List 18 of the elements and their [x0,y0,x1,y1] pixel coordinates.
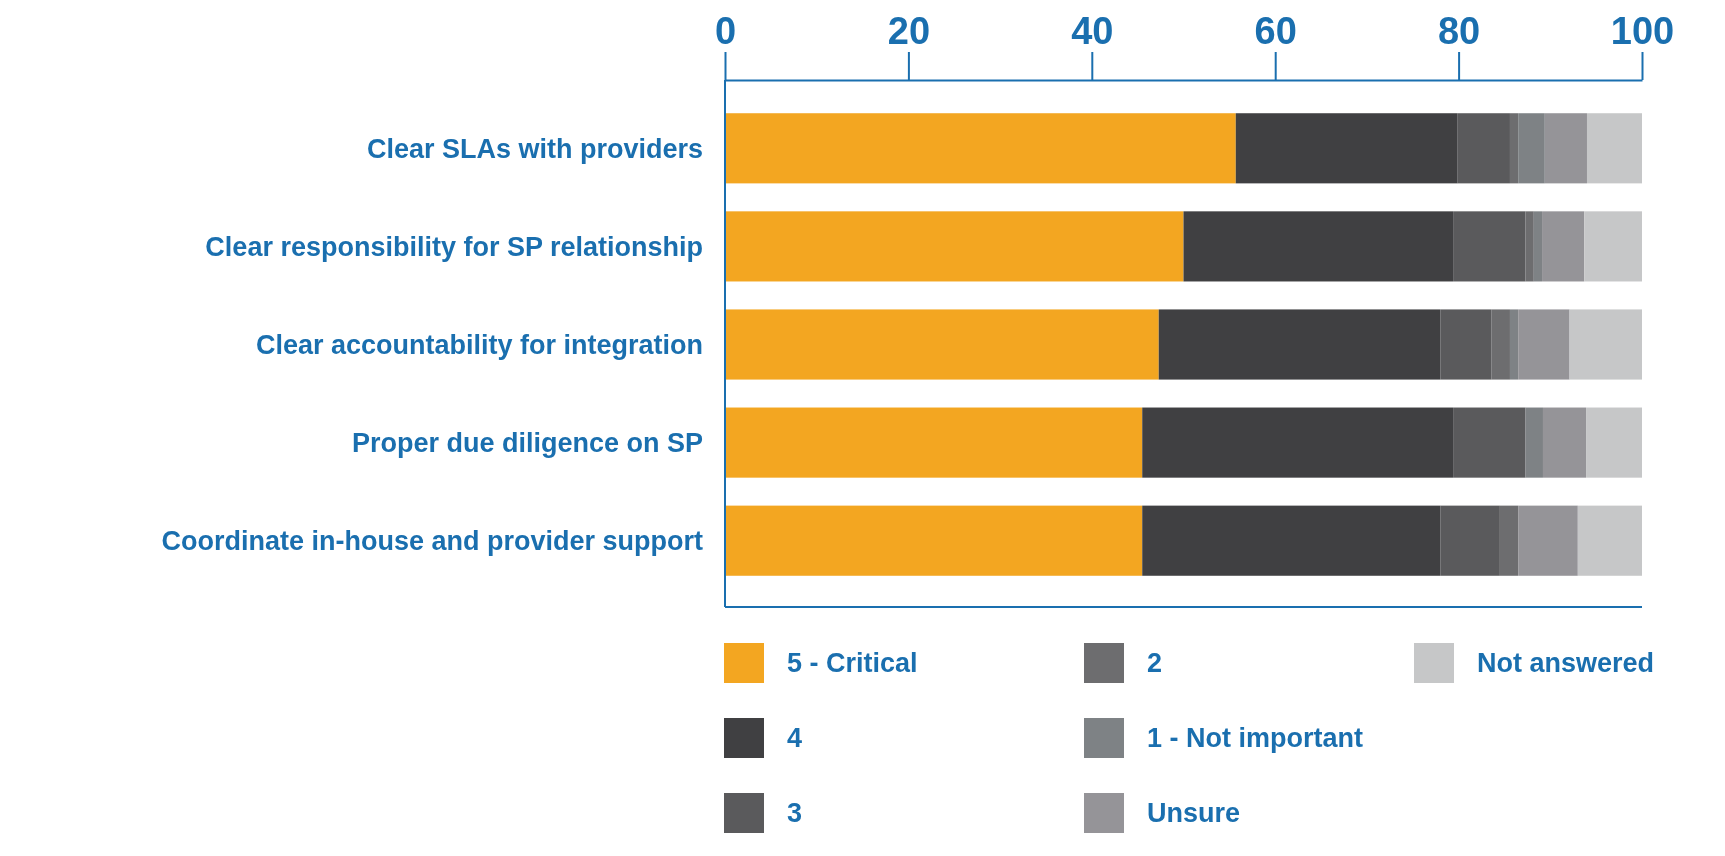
x-tick-label: 100 [1610,10,1675,52]
legend-label: 2 [1147,648,1163,679]
legend-label: 1 - Not important [1147,723,1363,754]
legend-label: Not answered [1477,648,1655,679]
legend-label: Unsure [1147,798,1241,829]
y-tick-label: Clear responsibility for SP relationship [205,231,703,262]
x-tick-label: 20 [887,10,931,52]
legend-label: 3 [787,798,803,829]
x-tick-label: 80 [1437,10,1481,52]
y-tick-label: Clear accountability for integration [255,329,703,360]
x-tick-label: 40 [1071,10,1114,52]
legend-label: 4 [787,723,803,754]
legend-label: 5 - Critical [787,648,918,679]
y-tick-label: Clear SLAs with providers [366,133,703,164]
y-tick-label: Coordinate in-house and provider support [161,526,703,557]
y-tick-label: Proper due diligence on SP [351,428,703,459]
x-tick-label: 60 [1254,10,1297,52]
x-tick-label: 0 [714,10,737,52]
